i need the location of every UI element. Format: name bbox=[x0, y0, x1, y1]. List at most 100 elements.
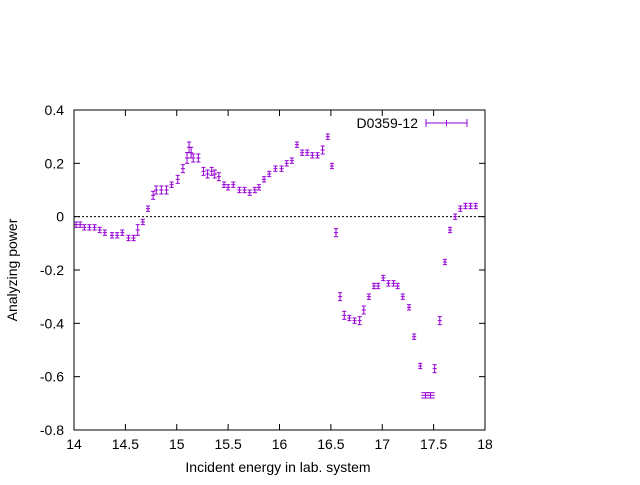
data-point bbox=[126, 234, 131, 242]
y-tick-label: -0.2 bbox=[40, 262, 64, 278]
data-point bbox=[175, 174, 180, 184]
data-point bbox=[426, 392, 435, 399]
data-point bbox=[92, 224, 97, 231]
data-point bbox=[267, 170, 272, 178]
data-point bbox=[357, 316, 362, 326]
x-tick-label: 17.5 bbox=[420, 436, 447, 452]
data-point bbox=[201, 166, 206, 176]
data-point bbox=[448, 226, 453, 234]
data-point bbox=[231, 181, 236, 188]
data-point bbox=[164, 185, 169, 195]
data-point bbox=[97, 226, 102, 234]
data-point bbox=[400, 293, 405, 300]
data-point bbox=[395, 282, 400, 290]
data-series-points bbox=[74, 133, 478, 399]
data-point bbox=[154, 185, 159, 195]
axis-ticks bbox=[73, 109, 486, 431]
data-point bbox=[169, 181, 174, 188]
plot-border bbox=[73, 109, 486, 431]
legend-errorbar-glyph bbox=[425, 119, 468, 127]
x-tick-label: 14.5 bbox=[112, 436, 139, 452]
y-tick-label: -0.6 bbox=[40, 369, 64, 385]
data-point bbox=[338, 292, 343, 302]
x-tick-label: 18 bbox=[477, 436, 493, 452]
data-point bbox=[151, 190, 156, 200]
data-point bbox=[196, 153, 201, 163]
plot-frame bbox=[73, 109, 486, 431]
x-tick-label: 15.5 bbox=[215, 436, 242, 452]
data-point bbox=[418, 362, 423, 370]
data-point bbox=[352, 317, 357, 324]
data-point bbox=[87, 224, 92, 231]
data-point bbox=[131, 234, 136, 242]
data-point bbox=[391, 280, 396, 287]
y-tick-label: -0.8 bbox=[40, 422, 64, 438]
x-tick-label: 16.5 bbox=[317, 436, 344, 452]
data-point bbox=[189, 146, 194, 159]
data-point bbox=[237, 186, 242, 194]
data-point bbox=[115, 232, 120, 239]
data-point bbox=[315, 152, 320, 159]
data-point bbox=[442, 258, 447, 266]
data-point bbox=[381, 274, 386, 282]
data-point bbox=[180, 164, 185, 174]
data-point bbox=[247, 189, 252, 196]
data-point bbox=[191, 153, 196, 163]
data-point bbox=[78, 221, 83, 228]
data-point bbox=[300, 149, 305, 156]
data-point bbox=[463, 202, 468, 210]
data-point bbox=[406, 304, 412, 311]
data-point bbox=[209, 166, 214, 176]
data-point bbox=[74, 221, 79, 228]
data-point bbox=[256, 184, 262, 191]
data-point bbox=[329, 162, 334, 170]
data-point bbox=[252, 186, 257, 194]
data-point bbox=[371, 282, 377, 290]
data-point bbox=[289, 157, 294, 164]
y-tick-label: 0.4 bbox=[45, 102, 65, 118]
x-tick-labels: 14 14.5 15 15.5 16 16.5 17 17.5 18 bbox=[66, 436, 493, 452]
legend-label: D0359-12 bbox=[357, 115, 419, 131]
data-point bbox=[361, 305, 366, 315]
data-point bbox=[159, 185, 164, 195]
data-point bbox=[305, 149, 310, 156]
y-tick-labels: -0.8 -0.6 -0.4 -0.2 0 0.2 0.4 bbox=[40, 102, 64, 438]
data-point bbox=[221, 181, 227, 188]
y-axis-title: Analyzing power bbox=[4, 218, 20, 321]
data-point bbox=[347, 314, 352, 322]
data-point bbox=[333, 228, 339, 238]
data-point bbox=[120, 229, 125, 236]
data-point bbox=[273, 165, 278, 172]
data-point bbox=[102, 229, 107, 236]
data-point bbox=[184, 152, 190, 164]
data-point bbox=[342, 310, 347, 320]
data-point bbox=[325, 133, 330, 140]
y-tick-label: 0 bbox=[56, 209, 64, 225]
data-point bbox=[226, 184, 231, 191]
data-point bbox=[216, 172, 221, 182]
data-point bbox=[386, 280, 391, 287]
data-point bbox=[279, 165, 284, 172]
data-point bbox=[320, 145, 325, 155]
data-point bbox=[242, 186, 247, 194]
x-axis-title: Incident energy in lab. system bbox=[185, 459, 370, 475]
y-tick-label: -0.4 bbox=[40, 315, 64, 331]
x-tick-label: 17 bbox=[374, 436, 390, 452]
data-point bbox=[473, 202, 478, 210]
y-tick-label: 0.2 bbox=[45, 155, 65, 171]
data-point bbox=[109, 232, 115, 239]
data-point bbox=[284, 160, 289, 167]
data-point bbox=[376, 282, 381, 290]
data-point bbox=[453, 213, 458, 220]
data-point bbox=[432, 364, 437, 374]
data-point bbox=[468, 202, 473, 210]
data-point bbox=[366, 293, 371, 300]
data-point bbox=[140, 218, 145, 226]
x-tick-label: 14 bbox=[66, 436, 82, 452]
data-point bbox=[135, 224, 140, 236]
legend: D0359-12 bbox=[357, 115, 468, 131]
x-tick-label: 16 bbox=[272, 436, 288, 452]
data-point bbox=[145, 205, 151, 212]
